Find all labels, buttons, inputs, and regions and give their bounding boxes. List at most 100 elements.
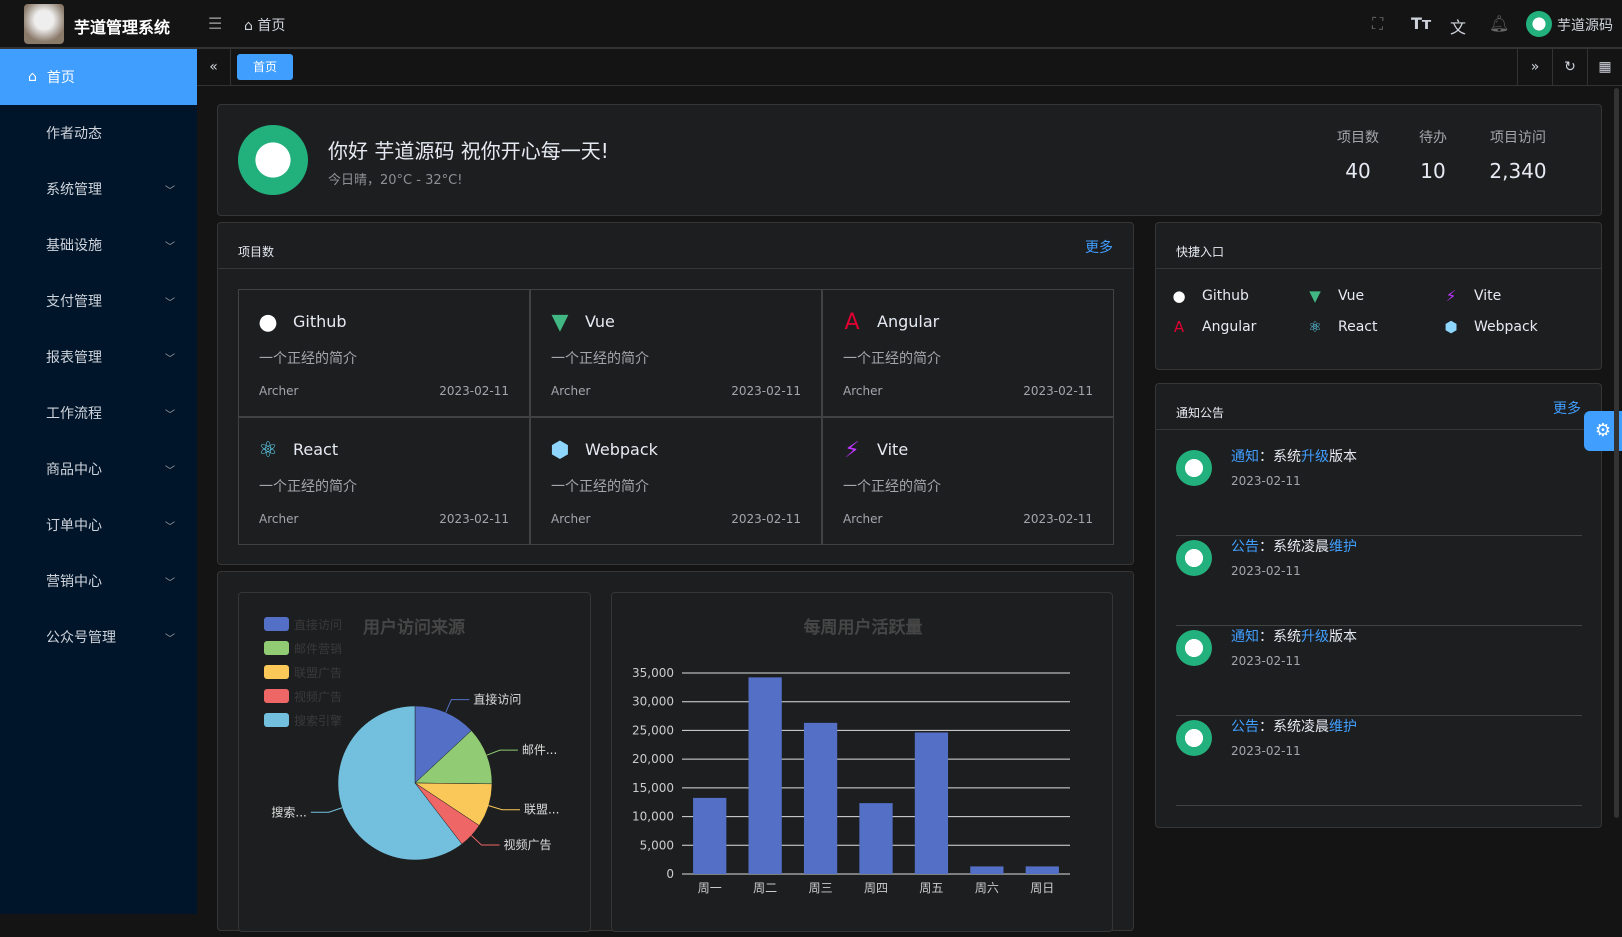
notice-item[interactable]: 公告：系统凌晨维护 2023-02-11 — [1176, 536, 1582, 626]
sidebar-item[interactable]: 系统管理 ﹀ — [0, 161, 197, 217]
avatar[interactable] — [1526, 11, 1552, 37]
stat-item: 项目数 40 — [1328, 127, 1388, 183]
scrollbar[interactable] — [1614, 88, 1619, 818]
notices-card: 通知公告 更多 通知：系统升级版本 2023-02-11 公告：系统凌晨维护 2023… — [1155, 383, 1602, 828]
more-link[interactable]: 更多 — [1085, 240, 1113, 256]
sidebar-item[interactable]: 基础设施 ﹀ — [0, 217, 197, 273]
stat-value: 10 — [1420, 159, 1446, 183]
collapse-menu-icon[interactable]: ☰ — [208, 14, 223, 33]
scroll-right-icon[interactable]: » — [1517, 49, 1552, 85]
quick-entry-label: Vue — [1338, 288, 1365, 304]
project-author: Archer — [843, 512, 883, 526]
quick-entry-item[interactable]: ⬢ Webpack — [1442, 318, 1538, 336]
quick-entry-label: Webpack — [1474, 319, 1538, 335]
tabs-bar: « 首页 » ↻ ▦ — [197, 49, 1622, 86]
user-name[interactable]: 芋道源码 — [1557, 18, 1613, 34]
bar — [748, 677, 782, 874]
legend-swatch — [264, 665, 289, 679]
stat-item: 项目访问 2,340 — [1468, 127, 1568, 183]
sidebar-item[interactable]: 商品中心 ﹀ — [0, 441, 197, 497]
project-name: Vite — [877, 440, 909, 459]
quick-entry-item[interactable]: A Angular — [1170, 318, 1257, 336]
notice-type[interactable]: 通知 — [1231, 629, 1259, 645]
project-card[interactable]: ⚛ React 一个正经的简介 Archer 2023-02-11 — [238, 417, 530, 545]
charts-card: 用户访问来源 直接访问 邮件营销 联盟广告 视频广告 搜索引擎 直接访问 邮件... 联盟...… — [217, 571, 1134, 932]
grid-menu-icon[interactable]: ▦ — [1587, 49, 1622, 85]
notice-item[interactable]: 通知：系统升级版本 2023-02-11 — [1176, 626, 1582, 716]
tab-home[interactable]: 首页 — [237, 54, 293, 80]
sidebar-item[interactable]: 公众号管理 ﹀ — [0, 609, 197, 665]
quick-entry-item[interactable]: ⚡ Vite — [1442, 287, 1502, 305]
project-card[interactable]: ⬢ Webpack 一个正经的简介 Archer 2023-02-11 — [530, 417, 822, 545]
notice-date: 2023-02-11 — [1231, 744, 1301, 758]
top-header: 芋道管理系统 ☰ ⌂ 首页 ⛶ Tт 文 🔔︎ 芋道源码 — [0, 0, 1622, 49]
avatar — [1176, 450, 1212, 486]
scroll-left-icon[interactable]: « — [197, 49, 231, 85]
notice-type[interactable]: 通知 — [1231, 449, 1259, 465]
project-card[interactable]: ▼ Vue 一个正经的简介 Archer 2023-02-11 — [530, 289, 822, 417]
sidebar-item-label: 基础设施 — [46, 238, 102, 254]
quick-entry-item[interactable]: ▼ Vue — [1306, 287, 1364, 305]
project-name: Webpack — [585, 440, 658, 459]
project-name: Github — [293, 312, 347, 331]
notice-type[interactable]: 公告 — [1231, 719, 1259, 735]
slice-label: 直接访问 — [473, 692, 521, 707]
slice-label: 联盟... — [524, 803, 559, 817]
react-icon: ⚛ — [1308, 318, 1322, 336]
notice-date: 2023-02-11 — [1231, 654, 1301, 668]
angular-icon: A — [844, 310, 860, 335]
project-card[interactable]: ● Github 一个正经的简介 Archer 2023-02-11 — [238, 289, 530, 417]
y-tick-label: 25,000 — [632, 723, 674, 737]
vue-icon: ▼ — [1309, 287, 1321, 305]
project-author: Archer — [551, 512, 591, 526]
sidebar-item[interactable]: 营销中心 ﹀ — [0, 553, 197, 609]
sidebar-item[interactable]: 订单中心 ﹀ — [0, 497, 197, 553]
legend-label: 视频广告 — [294, 689, 342, 704]
label-line — [445, 699, 470, 713]
sidebar-item[interactable]: ⌂ 首页 — [0, 49, 197, 105]
sidebar-item[interactable]: 工作流程 ﹀ — [0, 385, 197, 441]
legend-swatch — [264, 689, 289, 703]
angular-icon: A — [1173, 318, 1185, 336]
x-tick-label: 周二 — [753, 881, 777, 895]
quick-entry-card: 快捷入口 ● Github ▼ Vue ⚡ Vite A Angular ⚛ React ⬢ Webp… — [1155, 222, 1602, 370]
app-title: 芋道管理系统 — [74, 18, 171, 37]
sidebar-item-label: 商品中心 — [46, 462, 102, 478]
notice-type[interactable]: 公告 — [1231, 539, 1259, 555]
notice-text: ：系统凌晨 — [1259, 719, 1329, 735]
refresh-icon[interactable]: ↻ — [1552, 49, 1587, 85]
sidebar-item[interactable]: 作者动态 — [0, 105, 197, 161]
slice-label: 视频广告 — [504, 837, 552, 852]
quick-entry-label: React — [1338, 319, 1378, 335]
logo — [24, 4, 64, 44]
legend-label: 直接访问 — [294, 617, 342, 632]
sidebar-item[interactable]: 支付管理 ﹀ — [0, 273, 197, 329]
quick-entry-item[interactable]: ● Github — [1170, 287, 1248, 305]
notice-item[interactable]: 公告：系统凌晨维护 2023-02-11 — [1176, 716, 1582, 806]
sidebar-item-label: 工作流程 — [46, 406, 102, 422]
bar — [859, 803, 893, 874]
project-card[interactable]: A Angular 一个正经的简介 Archer 2023-02-11 — [822, 289, 1114, 417]
more-link[interactable]: 更多 — [1553, 401, 1581, 417]
font-size-icon[interactable]: Tт — [1411, 14, 1432, 33]
fullscreen-icon[interactable]: ⛶ — [1372, 14, 1384, 33]
chart-title: 用户访问来源 — [363, 617, 465, 638]
bell-icon[interactable]: 🔔︎ — [1489, 14, 1510, 33]
notice-text: ：系统 — [1259, 449, 1301, 465]
notice-highlight: 维护 — [1329, 539, 1357, 555]
quick-entry-item[interactable]: ⚛ React — [1306, 318, 1377, 336]
notice-highlight: 升级 — [1301, 449, 1329, 465]
pie-slice — [414, 705, 472, 784]
breadcrumb[interactable]: ⌂ 首页 — [244, 15, 285, 35]
stat-label: 项目访问 — [1490, 130, 1546, 146]
github-icon: ● — [1172, 287, 1186, 305]
project-name: React — [293, 440, 339, 459]
y-tick-label: 0 — [666, 867, 674, 881]
bar-chart: 每周用户活跃量 0 5,000 10,000 15,000 20,000 25,000 30,… — [632, 617, 1070, 895]
slice-label: 搜索... — [271, 804, 306, 819]
sidebar-item[interactable]: 报表管理 ﹀ — [0, 329, 197, 385]
project-date: 2023-02-11 — [731, 384, 801, 398]
translate-icon[interactable]: 文 — [1450, 18, 1467, 37]
project-card[interactable]: ⚡ Vite 一个正经的简介 Archer 2023-02-11 — [822, 417, 1114, 545]
notice-item[interactable]: 通知：系统升级版本 2023-02-11 — [1176, 446, 1582, 536]
